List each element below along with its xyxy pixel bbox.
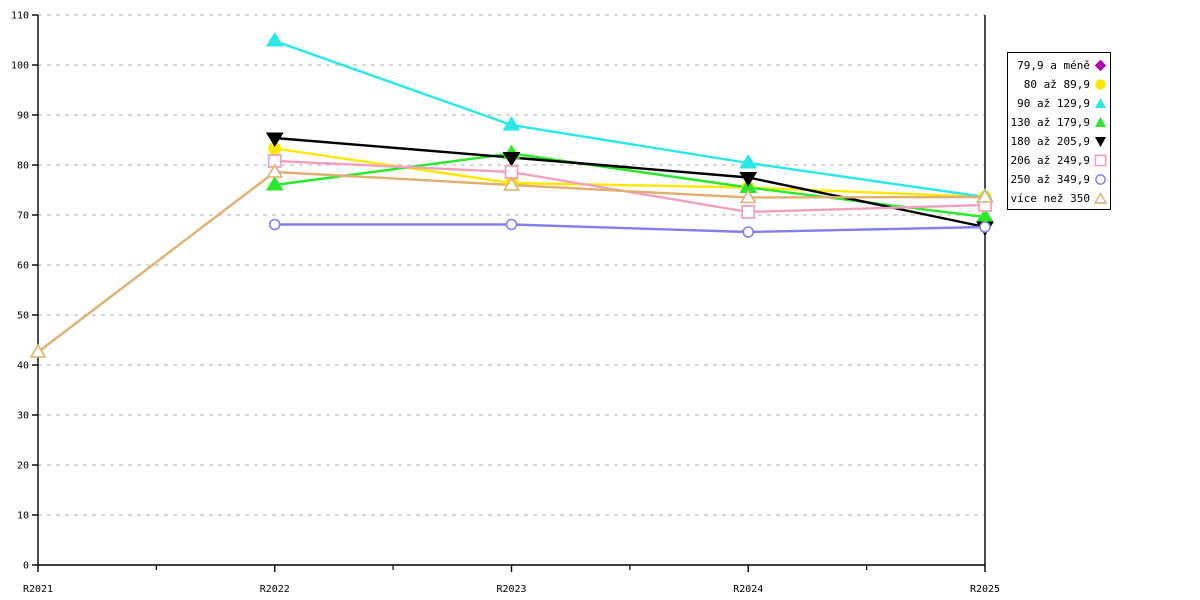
legend-marker-diamond-icon — [1094, 59, 1107, 72]
legend-item[interactable]: 250 až 349,9 — [1011, 170, 1107, 189]
legend-item-label: 180 až 205,9 — [1010, 135, 1090, 148]
legend-marker-square-open-icon — [1094, 154, 1107, 167]
data-point-marker — [739, 172, 758, 187]
x-tick-label: R2025 — [970, 584, 1000, 595]
x-tick-label: R2022 — [260, 584, 290, 595]
data-point-marker — [742, 226, 755, 238]
legend-item[interactable]: 206 až 249,9 — [1011, 151, 1107, 170]
legend-marker-triangle-up-icon — [1095, 117, 1106, 127]
legend-item-label: 250 až 349,9 — [1010, 173, 1090, 186]
legend-marker-circle-open-icon — [1095, 174, 1106, 185]
legend-item-marker — [1094, 116, 1107, 129]
legend-item-label: 79,9 a méně — [1017, 59, 1090, 72]
x-tick-label: R2023 — [496, 584, 526, 595]
y-tick-label: 60 — [17, 261, 29, 272]
series-markers — [265, 132, 994, 236]
data-point-marker — [265, 176, 284, 191]
legend-item-marker — [1094, 192, 1107, 205]
legend-item-label: více než 350 — [1010, 192, 1090, 205]
legend-marker-triangle-open-icon — [1094, 192, 1107, 204]
series-line — [273, 223, 987, 234]
legend-item-marker — [1094, 135, 1107, 148]
y-tick-label: 40 — [17, 361, 29, 372]
data-point-marker — [266, 163, 284, 178]
data-point-marker — [979, 221, 991, 233]
legend-item[interactable]: 180 až 205,9 — [1011, 132, 1107, 151]
data-point-marker — [503, 176, 520, 191]
legend-item[interactable]: více než 350 — [1011, 189, 1107, 208]
legend-item-marker — [1094, 59, 1107, 72]
data-point-marker — [265, 132, 284, 147]
legend-item-marker — [1094, 173, 1107, 186]
legend-item[interactable]: 130 až 179,9 — [1011, 113, 1107, 132]
x-tick-label: R2024 — [733, 584, 763, 595]
series-line — [273, 136, 987, 229]
y-tick-label: 0 — [23, 561, 29, 572]
series-markers-layer — [29, 32, 994, 358]
series-line — [273, 39, 987, 199]
chart-legend: 79,9 a méně 80 až 89,9 90 až 129,9 130 až 1… — [1007, 52, 1111, 210]
data-point-marker — [265, 32, 284, 47]
data-point-marker — [504, 165, 519, 179]
data-point-marker — [502, 152, 521, 167]
legend-item-marker — [1094, 154, 1107, 167]
legend-item-label: 80 až 89,9 — [1023, 78, 1090, 91]
legend-item-label: 90 až 129,9 — [1017, 97, 1090, 110]
y-tick-label: 30 — [17, 411, 29, 422]
legend-item[interactable]: 90 až 129,9 — [1011, 94, 1107, 113]
y-tick-label: 90 — [17, 111, 29, 122]
y-tick-label: 50 — [17, 311, 29, 322]
data-point-marker — [29, 343, 47, 358]
legend-marker-triangle-down-icon — [1095, 137, 1106, 147]
data-point-marker — [739, 188, 757, 204]
legend-item-marker — [1094, 78, 1107, 91]
legend-item[interactable]: 79,9 a méně — [1011, 56, 1107, 75]
y-tick-label: 80 — [17, 161, 29, 172]
y-tick-label: 70 — [17, 211, 29, 222]
data-point-marker — [505, 218, 518, 231]
legend-marker-triangle-up-icon — [1095, 98, 1106, 108]
series-line — [273, 147, 987, 199]
series-markers — [268, 218, 991, 238]
y-tick-label: 110 — [11, 11, 29, 22]
series-lines-layer — [36, 39, 987, 354]
data-point-marker — [976, 188, 994, 203]
legend-item-label: 206 až 249,9 — [1010, 154, 1090, 167]
data-point-marker — [502, 116, 521, 131]
legend-marker-circle-icon — [1095, 79, 1106, 90]
data-point-marker — [739, 154, 758, 169]
series-markers — [265, 144, 994, 223]
data-point-marker — [741, 205, 756, 219]
legend-item[interactable]: 80 až 89,9 — [1011, 75, 1107, 94]
data-point-marker — [268, 218, 281, 231]
legend-item-label: 130 až 179,9 — [1010, 116, 1090, 129]
y-tick-label: 100 — [11, 61, 29, 72]
y-tick-label: 10 — [17, 511, 29, 522]
y-tick-label: 20 — [17, 461, 29, 472]
series-markers — [29, 163, 994, 358]
legend-item-marker — [1094, 97, 1107, 110]
x-tick-label: R2021 — [23, 584, 53, 595]
